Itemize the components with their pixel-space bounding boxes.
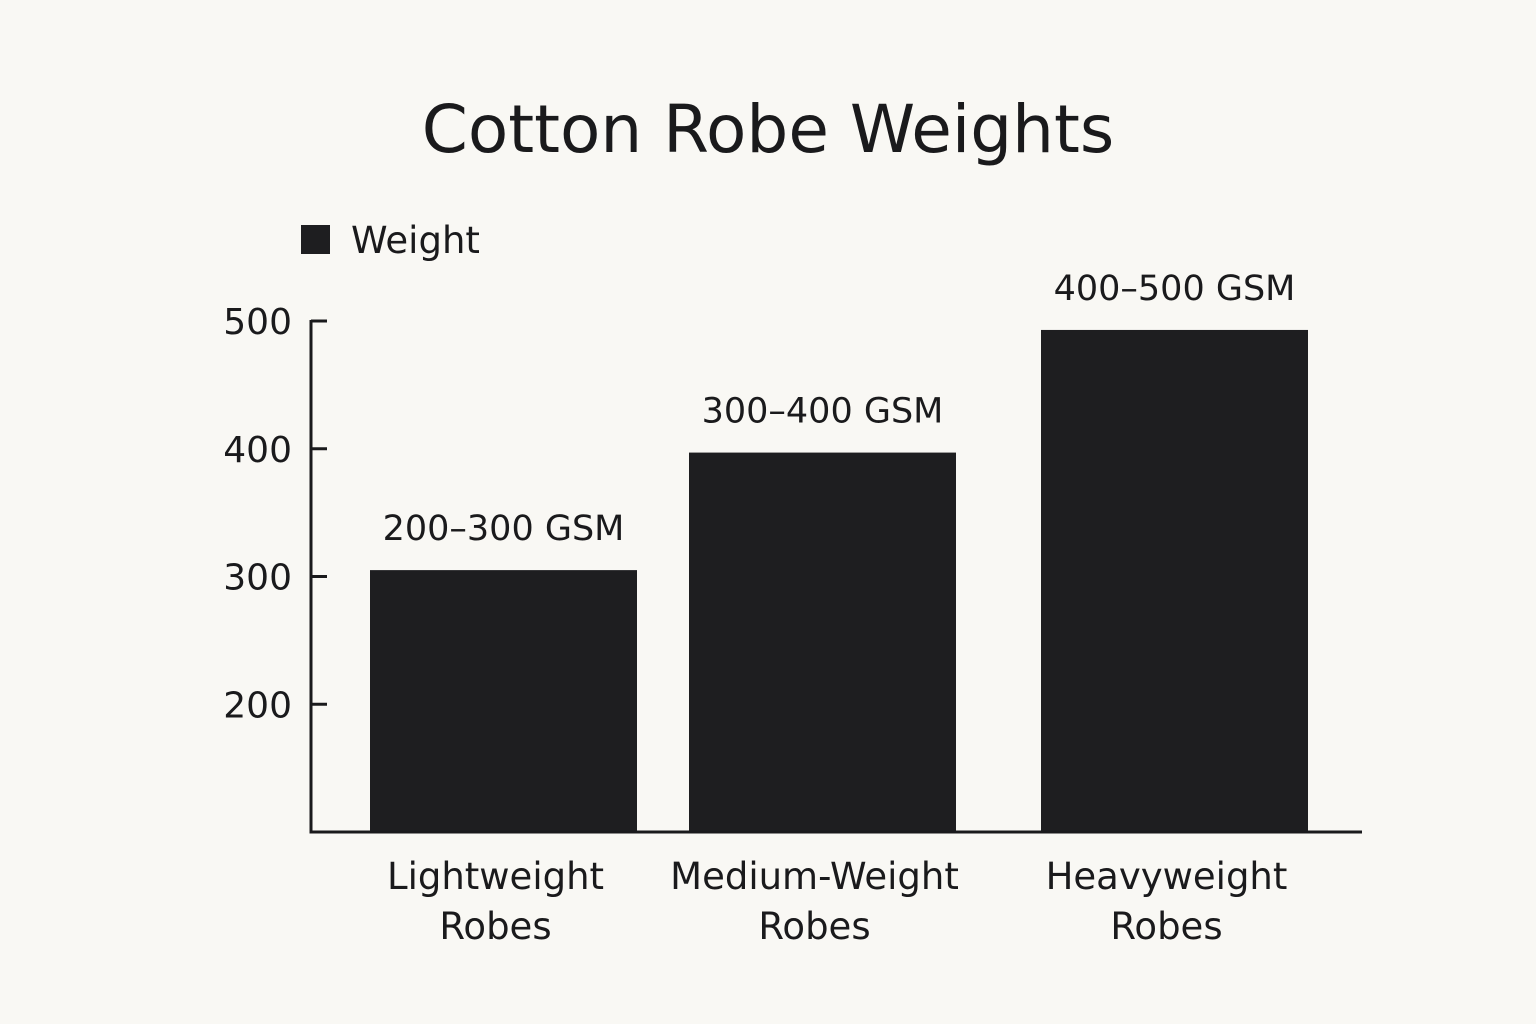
legend-swatch	[301, 225, 330, 254]
x-category-label: Heavyweight	[1046, 855, 1288, 898]
y-tick-label: 500	[223, 302, 292, 343]
category-labels: Lightweight Robes Medium-Weight Robes Heavyw…	[387, 855, 1287, 948]
x-category-label: Lightweight	[387, 855, 604, 898]
value-labels: 200–300 GSM 300–400 GSM 400–500 GSM	[383, 269, 1296, 549]
chart-title: Cotton Robe Weights	[422, 91, 1114, 168]
y-axis: 200 300 400 500	[223, 302, 327, 834]
bar-value-label: 300–400 GSM	[702, 392, 944, 432]
x-category-label: Robes	[1110, 905, 1222, 948]
bar	[1041, 329, 1308, 832]
y-tick-label: 400	[223, 430, 292, 471]
bar	[689, 452, 956, 832]
x-category-label: Robes	[758, 905, 870, 948]
bar	[370, 570, 637, 832]
bars	[370, 329, 1308, 832]
y-tick-label: 200	[223, 685, 292, 726]
bar-value-label: 200–300 GSM	[383, 509, 625, 549]
bar-value-label: 400–500 GSM	[1054, 269, 1296, 309]
y-tick-label: 300	[223, 558, 292, 599]
legend: Weight	[301, 219, 480, 262]
x-category-label: Medium-Weight	[670, 855, 959, 898]
legend-label: Weight	[351, 219, 480, 262]
x-category-label: Robes	[439, 905, 551, 948]
